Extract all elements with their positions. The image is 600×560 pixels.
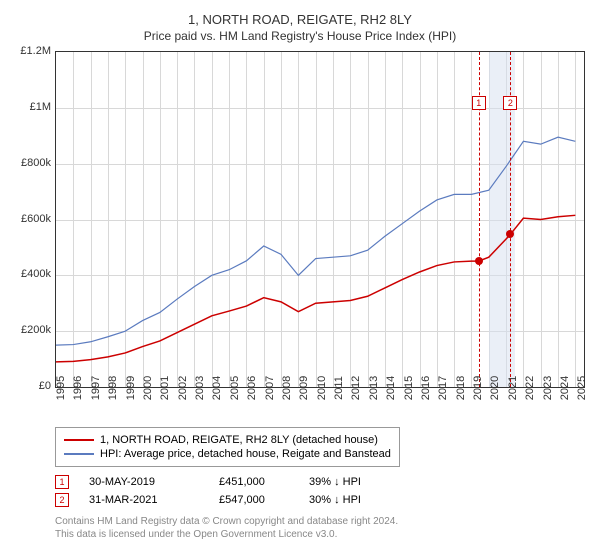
legend: 1, NORTH ROAD, REIGATE, RH2 8LY (detache… bbox=[55, 427, 400, 467]
y-axis: £0£200k£400k£600k£800k£1M£1.2M bbox=[10, 51, 55, 386]
x-tick-label: 2018 bbox=[455, 376, 467, 400]
x-tick-label: 2012 bbox=[350, 376, 362, 400]
x-tick-label: 2006 bbox=[246, 376, 258, 400]
sale-row: 1 30-MAY-2019£451,00039% ↓ HPI bbox=[55, 475, 590, 489]
x-tick-label: 2000 bbox=[142, 376, 154, 400]
x-tick-label: 2001 bbox=[159, 376, 171, 400]
y-tick-label: £800k bbox=[21, 157, 51, 169]
sale-pct: 30% ↓ HPI bbox=[309, 494, 419, 506]
series-hpi bbox=[56, 137, 575, 345]
series-property bbox=[56, 215, 575, 362]
x-tick-label: 2025 bbox=[576, 376, 588, 400]
x-tick-label: 2019 bbox=[472, 376, 484, 400]
sale-date: 31-MAR-2021 bbox=[89, 494, 219, 506]
x-tick-label: 1998 bbox=[107, 376, 119, 400]
sale-row: 2 31-MAR-2021£547,00030% ↓ HPI bbox=[55, 493, 590, 507]
x-tick-label: 2022 bbox=[524, 376, 536, 400]
sale-marker: 1 bbox=[55, 475, 69, 489]
x-tick-label: 1995 bbox=[55, 376, 67, 400]
sale-marker: 2 bbox=[55, 493, 69, 507]
y-tick-label: £600k bbox=[21, 213, 51, 225]
x-tick-label: 1996 bbox=[72, 376, 84, 400]
x-tick-label: 2021 bbox=[507, 376, 519, 400]
legend-item: HPI: Average price, detached house, Reig… bbox=[64, 448, 391, 460]
sales-table: 1 30-MAY-2019£451,00039% ↓ HPI 2 31-MAR-202… bbox=[55, 475, 590, 507]
footer-line-2: This data is licensed under the Open Gov… bbox=[55, 528, 590, 541]
x-tick-label: 2008 bbox=[281, 376, 293, 400]
legend-label: HPI: Average price, detached house, Reig… bbox=[100, 448, 391, 460]
x-tick-label: 2003 bbox=[194, 376, 206, 400]
sale-pct: 39% ↓ HPI bbox=[309, 476, 419, 488]
chart-subtitle: Price paid vs. HM Land Registry's House … bbox=[10, 29, 590, 43]
x-tick-label: 1999 bbox=[125, 376, 137, 400]
plot-area: £0£200k£400k£600k£800k£1M£1.2M 12 199519… bbox=[10, 51, 590, 421]
legend-swatch bbox=[64, 439, 94, 441]
x-tick-label: 2002 bbox=[177, 376, 189, 400]
footer-line-1: Contains HM Land Registry data © Crown c… bbox=[55, 515, 590, 528]
legend-swatch bbox=[64, 453, 94, 455]
chart-inner: 12 bbox=[55, 51, 585, 388]
sale-date: 30-MAY-2019 bbox=[89, 476, 219, 488]
marker-label: 1 bbox=[472, 96, 486, 110]
y-tick-label: £1.2M bbox=[20, 45, 51, 57]
x-tick-label: 2004 bbox=[211, 376, 223, 400]
x-tick-label: 2009 bbox=[298, 376, 310, 400]
x-tick-label: 2024 bbox=[559, 376, 571, 400]
sale-price: £451,000 bbox=[219, 476, 309, 488]
x-tick-label: 2020 bbox=[489, 376, 501, 400]
x-tick-label: 2007 bbox=[264, 376, 276, 400]
x-tick-label: 2016 bbox=[420, 376, 432, 400]
sale-price: £547,000 bbox=[219, 494, 309, 506]
marker-label: 2 bbox=[503, 96, 517, 110]
chart-container: 1, NORTH ROAD, REIGATE, RH2 8LY Price pa… bbox=[10, 12, 590, 541]
marker-dot bbox=[475, 257, 483, 265]
x-axis: 1995199619971998199920002001200220032004… bbox=[55, 386, 585, 421]
footer: Contains HM Land Registry data © Crown c… bbox=[55, 515, 590, 541]
x-tick-label: 2011 bbox=[333, 376, 345, 400]
legend-label: 1, NORTH ROAD, REIGATE, RH2 8LY (detache… bbox=[100, 434, 378, 446]
x-tick-label: 2015 bbox=[403, 376, 415, 400]
x-tick-label: 2023 bbox=[542, 376, 554, 400]
marker-dot bbox=[506, 230, 514, 238]
x-tick-label: 2017 bbox=[437, 376, 449, 400]
x-tick-label: 2013 bbox=[368, 376, 380, 400]
y-tick-label: £400k bbox=[21, 268, 51, 280]
y-tick-label: £1M bbox=[30, 101, 51, 113]
legend-item: 1, NORTH ROAD, REIGATE, RH2 8LY (detache… bbox=[64, 434, 391, 446]
x-tick-label: 2005 bbox=[229, 376, 241, 400]
chart-title: 1, NORTH ROAD, REIGATE, RH2 8LY bbox=[10, 12, 590, 27]
x-tick-label: 1997 bbox=[90, 376, 102, 400]
y-tick-label: £0 bbox=[39, 380, 51, 392]
x-tick-label: 2014 bbox=[385, 376, 397, 400]
x-tick-label: 2010 bbox=[316, 376, 328, 400]
y-tick-label: £200k bbox=[21, 324, 51, 336]
